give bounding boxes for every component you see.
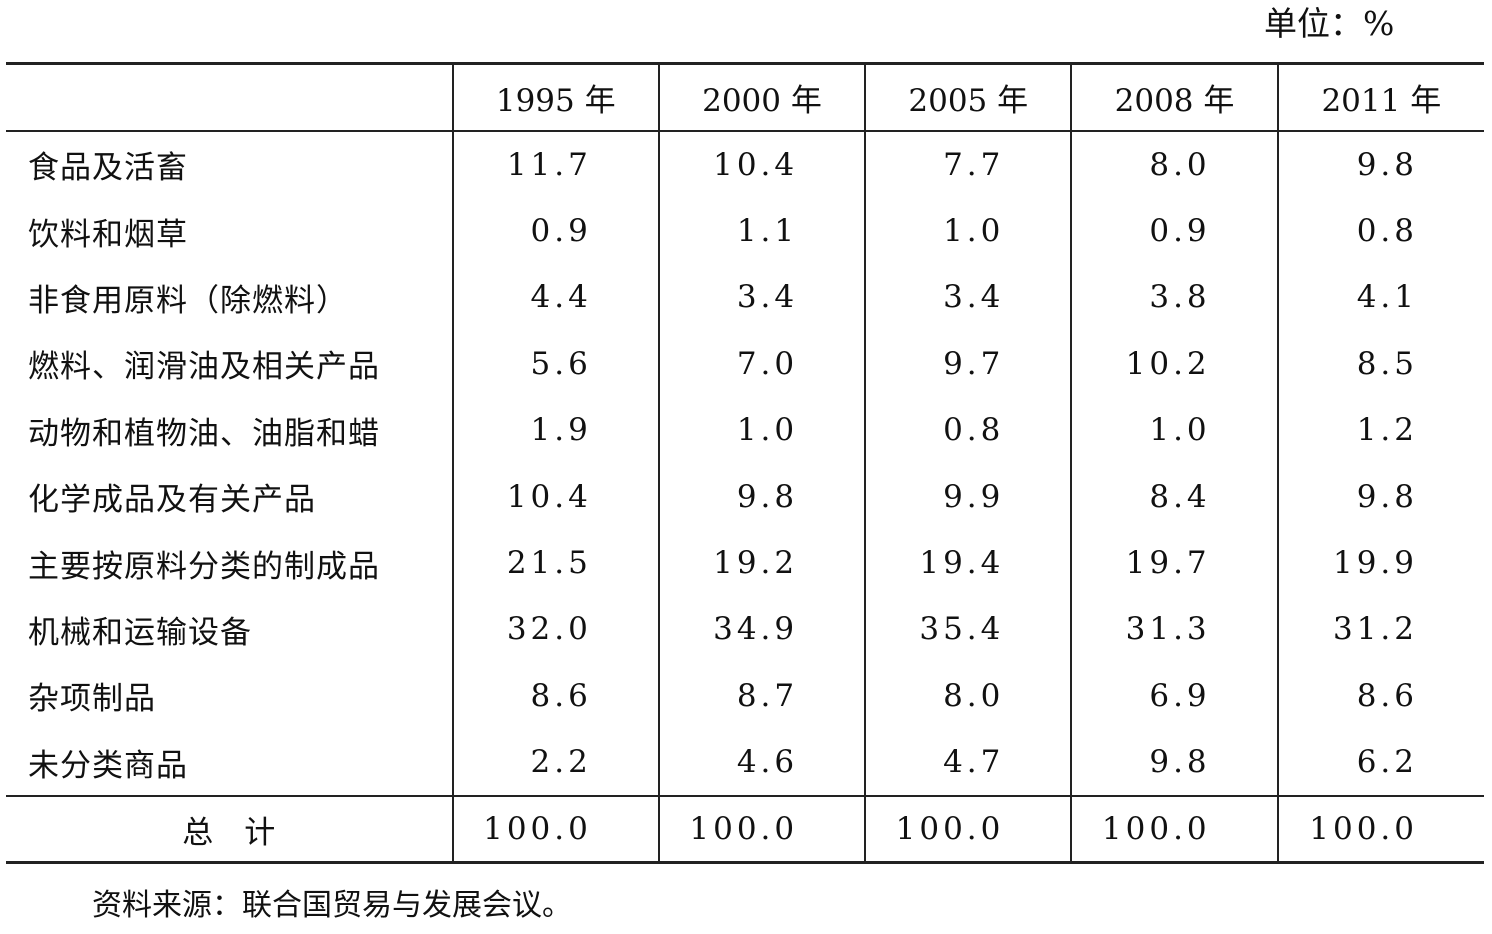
unit-label: 单位：% [1264, 4, 1395, 43]
table-cell: 31.3 [1070, 596, 1278, 663]
header-year: 2008 年 [1070, 62, 1278, 132]
header-year: 2000 年 [657, 62, 866, 132]
table-row: 食品及活畜 11.7 10.4 7.7 8.0 9.8 [6, 130, 1484, 198]
table-row: 饮料和烟草 0.9 1.1 1.0 0.9 0.8 [6, 197, 1484, 265]
table-cell: 1.0 [864, 197, 1072, 265]
table-row: 主要按原料分类的制成品 21.5 19.2 19.4 19.7 19.9 [6, 529, 1484, 597]
table-cell: 35.4 [864, 596, 1072, 663]
table-cell: 1.2 [1276, 397, 1484, 464]
row-category: 非食用原料（除燃料） [28, 282, 348, 319]
table-row: 杂项制品 8.6 8.7 8.0 6.9 8.6 [6, 662, 1484, 730]
header-row: 1995 年 2000 年 2005 年 2008 年 2011 年 [6, 62, 1484, 132]
table-row: 机械和运输设备 32.0 34.9 35.4 31.3 31.2 [6, 596, 1484, 663]
table-cell: 11.7 [451, 130, 659, 198]
table-cell: 10.4 [657, 130, 866, 198]
table-cell: 1.0 [1070, 397, 1278, 464]
table-cell: 8.0 [864, 662, 1072, 730]
table-cell: 5.6 [451, 330, 659, 398]
table-cell: 3.8 [1070, 264, 1278, 331]
row-category: 机械和运输设备 [28, 614, 252, 651]
total-cell: 100.0 [864, 795, 1072, 865]
header-year: 1995 年 [451, 62, 659, 132]
table-cell: 8.4 [1070, 463, 1278, 530]
header-year: 2005 年 [864, 62, 1072, 132]
table-cell: 6.9 [1070, 662, 1278, 730]
row-category: 饮料和烟草 [28, 216, 188, 253]
row-category: 食品及活畜 [28, 150, 188, 187]
table-row: 非食用原料（除燃料） 4.4 3.4 3.4 3.8 4.1 [6, 264, 1484, 331]
header-year: 2011 年 [1276, 62, 1484, 132]
table-cell: 21.5 [451, 529, 659, 597]
table-cell: 4.7 [864, 729, 1072, 797]
table-cell: 3.4 [657, 264, 866, 331]
table-cell: 2.2 [451, 729, 659, 797]
table-cell: 1.9 [451, 397, 659, 464]
table-cell: 7.0 [657, 330, 866, 398]
table-cell: 8.7 [657, 662, 866, 730]
table-cell: 10.4 [451, 463, 659, 530]
table-cell: 4.6 [657, 729, 866, 797]
table-cell: 8.0 [1070, 130, 1278, 198]
source-note: 资料来源：联合国贸易与发展会议。 [92, 888, 572, 923]
total-cell: 100.0 [1276, 795, 1484, 865]
table-cell: 1.1 [657, 197, 866, 265]
table-cell: 9.9 [864, 463, 1072, 530]
table-row: 燃料、润滑油及相关产品 5.6 7.0 9.7 10.2 8.5 [6, 330, 1484, 398]
table-cell: 0.9 [451, 197, 659, 265]
table-cell: 10.2 [1070, 330, 1278, 398]
table-cell: 34.9 [657, 596, 866, 663]
table-cell: 19.2 [657, 529, 866, 597]
table-cell: 1.0 [657, 397, 866, 464]
table-row: 动物和植物油、油脂和蜡 1.9 1.0 0.8 1.0 1.2 [6, 397, 1484, 464]
total-cell: 100.0 [1070, 795, 1278, 865]
table-cell: 8.6 [451, 662, 659, 730]
table-row: 化学成品及有关产品 10.4 9.8 9.9 8.4 9.8 [6, 463, 1484, 530]
table-cell: 9.8 [1070, 729, 1278, 797]
table-cell: 9.7 [864, 330, 1072, 398]
row-category: 主要按原料分类的制成品 [28, 548, 380, 585]
table-cell: 4.1 [1276, 264, 1484, 331]
total-label: 总 计 [6, 795, 453, 865]
table-cell: 9.8 [1276, 130, 1484, 198]
table-cell: 19.7 [1070, 529, 1278, 597]
table-cell: 6.2 [1276, 729, 1484, 797]
total-row: 总 计 100.0 100.0 100.0 100.0 100.0 [6, 795, 1484, 865]
row-category: 动物和植物油、油脂和蜡 [28, 415, 380, 452]
table-cell: 0.8 [1276, 197, 1484, 265]
trade-structure-table: 1995 年 2000 年 2005 年 2008 年 2011 年 食品及活畜… [6, 62, 1484, 865]
row-category: 化学成品及有关产品 [28, 482, 316, 519]
table-cell: 9.8 [657, 463, 866, 530]
table-cell: 8.5 [1276, 330, 1484, 398]
table-cell: 0.8 [864, 397, 1072, 464]
table-cell: 3.4 [864, 264, 1072, 331]
row-category: 燃料、润滑油及相关产品 [28, 349, 380, 386]
row-category: 杂项制品 [28, 681, 156, 718]
table-cell: 9.8 [1276, 463, 1484, 530]
table-cell: 19.9 [1276, 529, 1484, 597]
table-cell: 4.4 [451, 264, 659, 331]
table-cell: 8.6 [1276, 662, 1484, 730]
total-cell: 100.0 [657, 795, 866, 865]
table-cell: 19.4 [864, 529, 1072, 597]
header-category [6, 62, 453, 132]
table-cell: 7.7 [864, 130, 1072, 198]
table-row: 未分类商品 2.2 4.6 4.7 9.8 6.2 [6, 729, 1484, 797]
table-cell: 32.0 [451, 596, 659, 663]
table-cell: 0.9 [1070, 197, 1278, 265]
total-cell: 100.0 [451, 795, 659, 865]
table-cell: 31.2 [1276, 596, 1484, 663]
row-category: 未分类商品 [28, 747, 188, 784]
